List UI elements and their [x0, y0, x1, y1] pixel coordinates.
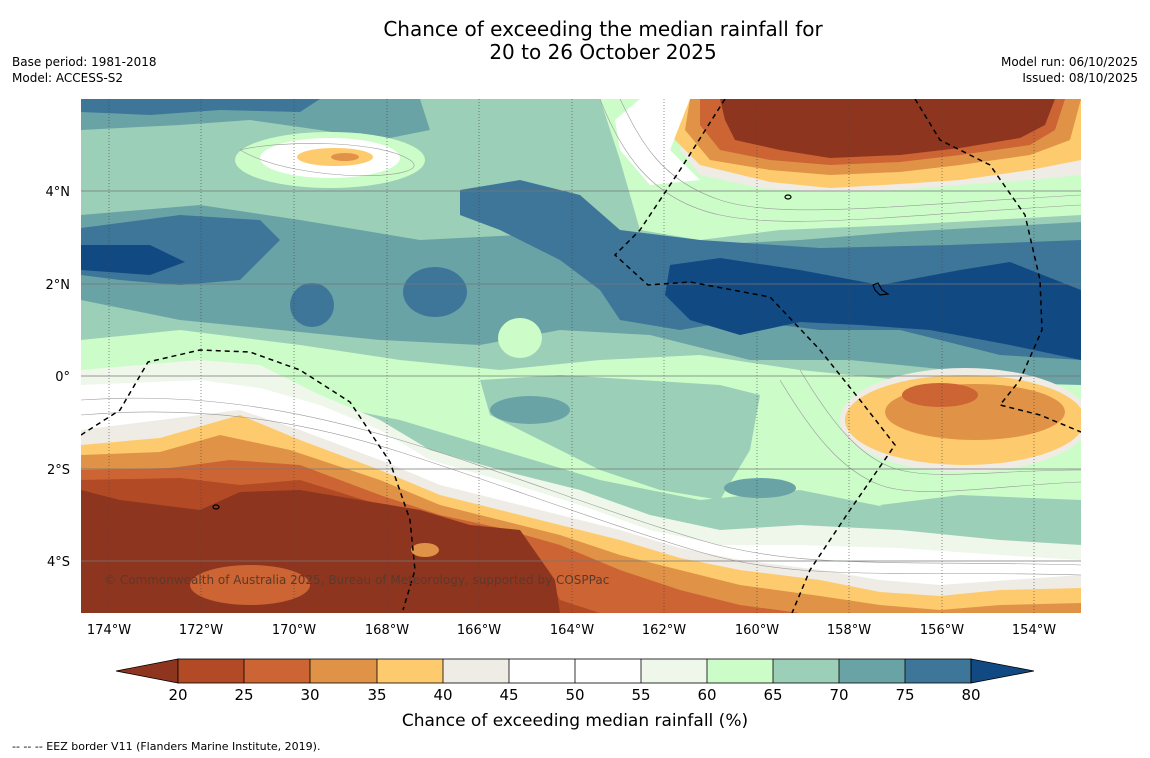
meta-right: Model run: 06/10/2025 Issued: 08/10/2025 — [1001, 54, 1138, 86]
colorbar-bin-60-65 — [707, 659, 773, 683]
lat-label-4n: 4°N — [46, 185, 71, 200]
base-period-text: Base period: 1981-2018 — [12, 55, 157, 69]
blob-75-w — [290, 283, 334, 327]
contour-lines — [81, 99, 1081, 576]
colorbar-extend-low — [115, 658, 179, 684]
colorbar-bin-40-45 — [443, 659, 509, 683]
model-text: Model: ACCESS-S2 — [12, 71, 124, 85]
colorbar: 20 25 30 35 40 45 50 55 60 65 70 75 80 C… — [115, 658, 1035, 731]
blob-70-se — [724, 478, 796, 498]
colorbar-tick-35: 35 — [367, 686, 386, 704]
blob-25-30-sw — [190, 565, 310, 605]
colorbar-bin-45-50 — [509, 659, 575, 683]
colorbar-tick-70: 70 — [829, 686, 848, 704]
colorbar-tick-60: 60 — [697, 686, 716, 704]
lon-label-164w: 164°W — [550, 623, 594, 638]
colorbar-bin-70-75 — [839, 659, 905, 683]
lon-label-168w: 168°W — [365, 623, 409, 638]
copyright-text: © Commonwealth of Australia 2025, Bureau… — [104, 573, 609, 587]
map-title-line2: 20 to 26 October 2025 — [489, 40, 717, 64]
map-title: Chance of exceeding the median rainfall … — [0, 18, 1150, 64]
colorbar-bin-75-80 — [905, 659, 971, 683]
latitude-lines — [81, 190, 1081, 562]
blob-70-s — [490, 396, 570, 424]
lon-label-166w: 166°W — [457, 623, 501, 638]
colorbar-bin-30-35 — [310, 659, 377, 683]
issued-text: Issued: 08/10/2025 — [1022, 71, 1138, 85]
eez-legend: -- -- -- EEZ border V11 (Flanders Marine… — [12, 740, 321, 753]
colorbar-tick-55: 55 — [631, 686, 650, 704]
colorbar-bin-20-25 — [178, 659, 244, 683]
colorbar-title: Chance of exceeding median rainfall (%) — [402, 711, 748, 731]
lat-label-2s: 2°S — [47, 463, 70, 478]
band-80-central — [665, 258, 1081, 360]
contour-field — [81, 99, 1081, 613]
model-run-text: Model run: 06/10/2025 — [1000, 55, 1138, 69]
meta-left: Base period: 1981-2018 Model: ACCESS-S2 — [12, 54, 157, 86]
ne-below20 — [720, 99, 1055, 158]
blob-60-c — [498, 318, 542, 358]
colorbar-tick-30: 30 — [300, 686, 319, 704]
lon-label-174w: 174°W — [87, 623, 131, 638]
eez-borders — [81, 99, 1081, 613]
e-25-30 — [902, 383, 978, 407]
islands — [212, 194, 890, 510]
colorbar-bin-65-70 — [773, 659, 839, 683]
blob-75-c — [403, 267, 467, 317]
colorbar-tick-45: 45 — [499, 686, 518, 704]
colorbar-tick-80: 80 — [961, 686, 980, 704]
colorbar-extend-high — [970, 658, 1035, 684]
band-80-west — [81, 245, 185, 275]
lat-label-4s: 4°S — [47, 555, 70, 570]
band-75-80-nw — [81, 99, 320, 115]
colorbar-tick-40: 40 — [433, 686, 452, 704]
colorbar-dividers — [177, 658, 972, 684]
lon-label-162w: 162°W — [642, 623, 686, 638]
colorbar-tick-75: 75 — [895, 686, 914, 704]
band-65-70-se — [880, 495, 1081, 535]
colorbar-tick-65: 65 — [763, 686, 782, 704]
colorbar-bin-25-30 — [244, 659, 310, 683]
colorbar-tick-25: 25 — [234, 686, 253, 704]
lon-label-160w: 160°W — [735, 623, 779, 638]
map-title-line1: Chance of exceeding the median rainfall … — [383, 17, 823, 41]
lon-label-170w: 170°W — [272, 623, 316, 638]
colorbar-bin-50-55 — [575, 659, 641, 683]
lon-label-172w: 172°W — [179, 623, 223, 638]
lat-label-0: 0° — [55, 370, 70, 385]
blob-30-nw — [331, 153, 359, 161]
colorbar-bin-55-60 — [641, 659, 707, 683]
lon-label-156w: 156°W — [920, 623, 964, 638]
colorbar-tick-50: 50 — [565, 686, 584, 704]
colorbar-bin-35-40 — [377, 659, 443, 683]
colorbar-tick-20: 20 — [168, 686, 187, 704]
ne-white-lobe — [615, 99, 700, 185]
lon-label-158w: 158°W — [827, 623, 871, 638]
blob-30-s — [411, 543, 439, 557]
lat-label-2n: 2°N — [46, 278, 71, 293]
latitude-labels: 4°N 2°N 0° 2°S 4°S — [46, 185, 71, 570]
longitude-labels: 174°W 172°W 170°W 168°W 166°W 164°W 162°… — [87, 623, 1056, 638]
lon-label-154w: 154°W — [1012, 623, 1056, 638]
